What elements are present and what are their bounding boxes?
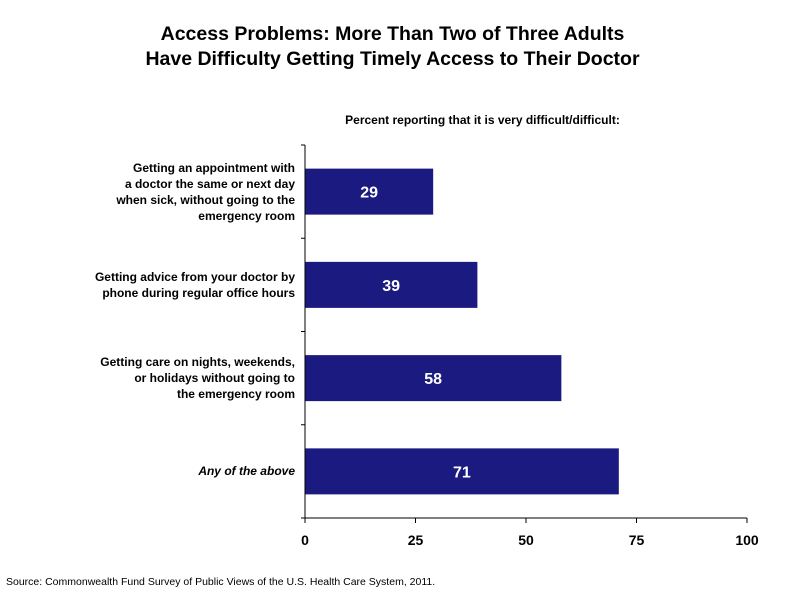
- x-tick-label-0: 0: [301, 532, 309, 548]
- category-label-2: Getting advice from your doctor by phone …: [95, 269, 295, 301]
- category-label-line: a doctor the same or next day: [124, 176, 295, 191]
- category-label-1: Getting an appointment with a doctor the …: [116, 160, 295, 224]
- x-tick-label-50: 50: [518, 532, 534, 548]
- category-label-line: emergency room: [198, 208, 295, 223]
- data-label-4: 71: [453, 464, 471, 481]
- category-label-3: Getting care on nights, weekends, or holi…: [100, 354, 295, 402]
- bar-1: [305, 168, 434, 215]
- category-label-line: when sick, without going to the: [116, 192, 295, 207]
- data-label-1: 29: [360, 185, 378, 202]
- category-label-line: or holidays without going to: [134, 371, 295, 386]
- data-label-3: 58: [424, 371, 442, 388]
- bar-2: [305, 261, 478, 308]
- x-tick-label-25: 25: [408, 532, 424, 548]
- bar-3: [305, 355, 562, 402]
- data-label-2: 39: [382, 278, 400, 295]
- category-label-line: phone during regular office hours: [102, 285, 295, 300]
- category-label-line: the emergency room: [176, 387, 295, 402]
- chart-title: Access Problems: More Than Two of Three …: [0, 22, 785, 72]
- source-note: Source: Commonwealth Fund Survey of Publ…: [6, 576, 436, 588]
- title-line-2: Have Difficulty Getting Timely Access to…: [145, 48, 640, 70]
- category-label-line: Getting advice from your doctor by: [94, 269, 295, 284]
- category-label-line: Getting an appointment with: [133, 160, 295, 175]
- x-tick-label-100: 100: [735, 532, 759, 548]
- title-line-1: Access Problems: More Than Two of Three …: [160, 23, 625, 45]
- category-label-line: Any of the above: [198, 464, 295, 479]
- category-label-4: Any of the above: [198, 463, 295, 479]
- category-label-line: Getting care on nights, weekends,: [100, 355, 295, 370]
- chart-subtitle: Percent reporting that it is very diffic…: [345, 113, 620, 127]
- bar-4: [305, 448, 619, 495]
- x-tick-label-75: 75: [629, 532, 645, 548]
